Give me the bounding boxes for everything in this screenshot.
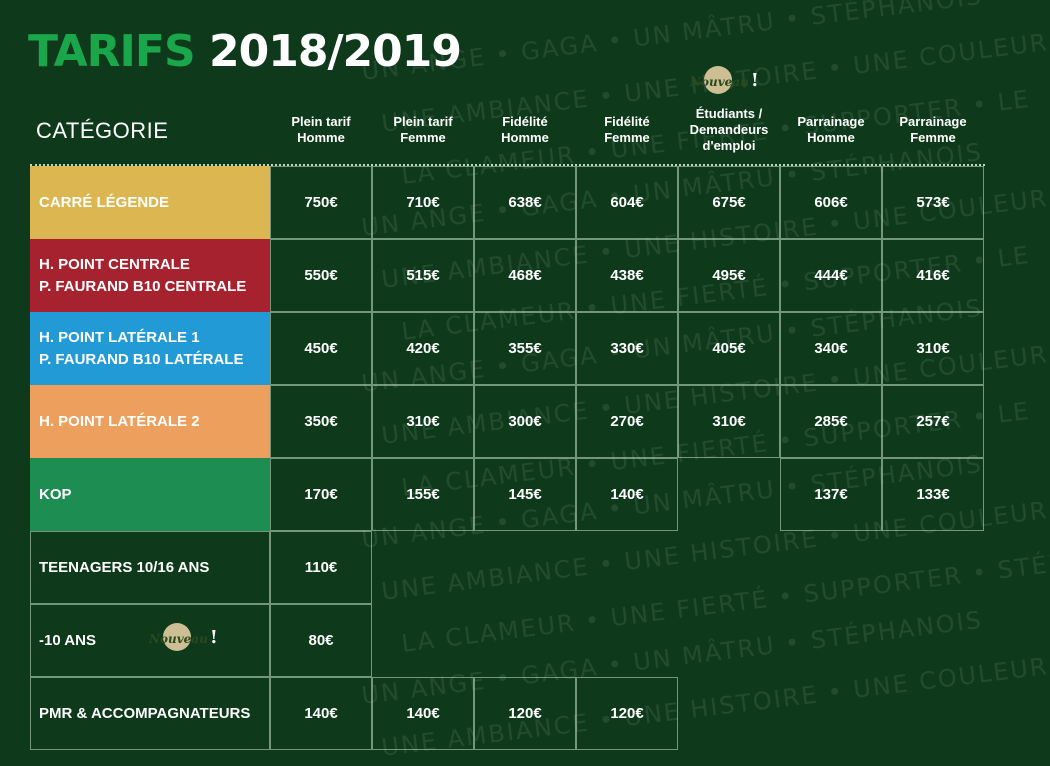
price-cell: 468€ bbox=[474, 239, 576, 312]
badge-text: Nouveau bbox=[690, 75, 749, 89]
price-cell: 110€ bbox=[270, 531, 372, 604]
category-label: CARRÉ LÉGENDE bbox=[30, 166, 270, 239]
price-cell: 355€ bbox=[474, 312, 576, 385]
price-cell: 80€ bbox=[270, 604, 372, 677]
price-cell: 750€ bbox=[270, 166, 372, 239]
category-label: KOP bbox=[30, 458, 270, 531]
category-label-line: PMR & ACCOMPAGNATEURS bbox=[39, 704, 251, 722]
column-header-line: Homme bbox=[501, 130, 549, 145]
column-header-line: d'emploi bbox=[702, 138, 756, 153]
category-label: H. POINT LATÉRALE 1 P. FAURAND B10 LATÉRA… bbox=[30, 312, 270, 385]
column-header: Étudiants / Demandeurs d'emploi bbox=[678, 106, 780, 154]
column-header-line: Étudiants / bbox=[695, 106, 763, 121]
price-cell: 350€ bbox=[270, 385, 372, 458]
price-cell: 310€ bbox=[372, 385, 474, 458]
title-season: 2018/2019 bbox=[208, 26, 462, 77]
price-cell: 340€ bbox=[780, 312, 882, 385]
price-cell: 120€ bbox=[474, 677, 576, 750]
price-cell: 330€ bbox=[576, 312, 678, 385]
badge-exclamation: ! bbox=[750, 70, 759, 91]
price-cell: 270€ bbox=[576, 385, 678, 458]
category-label: H. POINT LATÉRALE 2 bbox=[30, 385, 270, 458]
price-cell: 515€ bbox=[372, 239, 474, 312]
category-label-line: H. POINT LATÉRALE 1 bbox=[39, 328, 200, 346]
price-cell: 606€ bbox=[780, 166, 882, 239]
price-cell: 155€ bbox=[372, 458, 474, 531]
category-label-line: KOP bbox=[39, 485, 72, 503]
column-header: Parrainage Femme bbox=[882, 114, 984, 146]
column-header-line: Fidélité bbox=[604, 114, 650, 129]
title-tarifs: TARIFS bbox=[28, 26, 196, 77]
price-cell: 285€ bbox=[780, 385, 882, 458]
badge-text: Nouveau bbox=[149, 632, 208, 646]
price-cell: 137€ bbox=[780, 458, 882, 531]
price-cell: 145€ bbox=[474, 458, 576, 531]
column-header-line: Parrainage bbox=[797, 114, 865, 129]
badge-circle-icon bbox=[163, 623, 191, 651]
category-header: CATÉGORIE bbox=[36, 118, 169, 143]
header-divider bbox=[30, 164, 985, 166]
price-cell: 300€ bbox=[474, 385, 576, 458]
price-cell: 675€ bbox=[678, 166, 780, 239]
category-label: PMR & ACCOMPAGNATEURS bbox=[30, 677, 270, 750]
column-header: Fidélité Homme bbox=[474, 114, 576, 146]
category-label-line: P. FAURAND B10 LATÉRALE bbox=[39, 350, 244, 368]
category-label-line: CARRÉ LÉGENDE bbox=[39, 193, 170, 211]
column-header: Fidélité Femme bbox=[576, 114, 678, 146]
price-cell: 444€ bbox=[780, 239, 882, 312]
category-label: TEENAGERS 10/16 ANS bbox=[30, 531, 270, 604]
price-cell: 416€ bbox=[882, 239, 984, 312]
price-cell: 120€ bbox=[576, 677, 678, 750]
column-header: Plein tarif Femme bbox=[372, 114, 474, 146]
background-word-line: LA CLAMEUR • UNE FIERTÉ • SUPPORTER • ST… bbox=[400, 535, 1050, 658]
column-header-line: Fidélité bbox=[502, 114, 548, 129]
price-cell: 140€ bbox=[372, 677, 474, 750]
column-header-line: Plein tarif bbox=[393, 114, 453, 129]
price-cell: 438€ bbox=[576, 239, 678, 312]
badge-exclamation: ! bbox=[209, 627, 218, 648]
category-label-line: H. POINT CENTRALE bbox=[39, 255, 190, 273]
page-title: TARIFS 2018/2019 bbox=[28, 26, 462, 77]
price-cell: 257€ bbox=[882, 385, 984, 458]
column-header: Plein tarif Homme bbox=[270, 114, 372, 146]
column-header-line: Demandeurs bbox=[689, 122, 769, 137]
column-header: Parrainage Homme bbox=[780, 114, 882, 146]
column-header-line: Homme bbox=[297, 130, 345, 145]
price-cell: 170€ bbox=[270, 458, 372, 531]
column-header-line: Parrainage bbox=[899, 114, 967, 129]
category-label: H. POINT CENTRALE P. FAURAND B10 CENTRALE bbox=[30, 239, 270, 312]
badge-circle-icon bbox=[704, 66, 732, 94]
category-label-line: -10 ANS bbox=[39, 631, 96, 649]
column-header-line: Femme bbox=[604, 130, 650, 145]
category-label-line: TEENAGERS 10/16 ANS bbox=[39, 558, 210, 576]
price-cell: 450€ bbox=[270, 312, 372, 385]
column-header-line: Femme bbox=[400, 130, 446, 145]
price-cell: 604€ bbox=[576, 166, 678, 239]
category-label-line: P. FAURAND B10 CENTRALE bbox=[39, 277, 247, 295]
price-cell: 140€ bbox=[270, 677, 372, 750]
price-cell: 140€ bbox=[576, 458, 678, 531]
category-label: -10 ANS Nouveau! bbox=[30, 604, 270, 677]
price-cell: 495€ bbox=[678, 239, 780, 312]
price-cell: 638€ bbox=[474, 166, 576, 239]
price-cell: 710€ bbox=[372, 166, 474, 239]
price-cell: 550€ bbox=[270, 239, 372, 312]
price-cell: 405€ bbox=[678, 312, 780, 385]
price-cell: 310€ bbox=[678, 385, 780, 458]
price-cell: 310€ bbox=[882, 312, 984, 385]
price-cell: 420€ bbox=[372, 312, 474, 385]
column-header-line: Femme bbox=[910, 130, 956, 145]
new-badge: Nouveau! bbox=[690, 66, 759, 94]
price-cell: 573€ bbox=[882, 166, 984, 239]
category-label-line: H. POINT LATÉRALE 2 bbox=[39, 412, 200, 430]
column-header-line: Plein tarif bbox=[291, 114, 351, 129]
price-cell: 133€ bbox=[882, 458, 984, 531]
column-header-line: Homme bbox=[807, 130, 855, 145]
new-badge: Nouveau! bbox=[149, 623, 218, 651]
